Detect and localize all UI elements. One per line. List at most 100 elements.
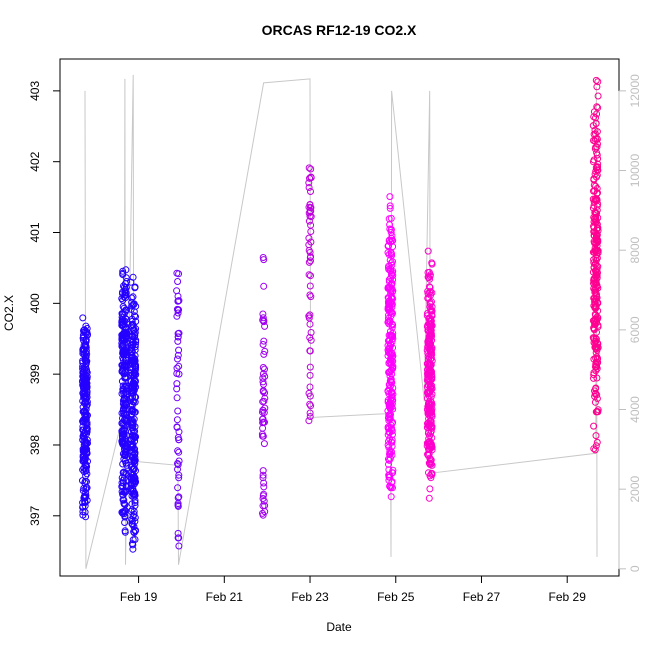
data-point — [175, 306, 182, 314]
data-point — [82, 405, 90, 413]
data-point — [130, 398, 138, 405]
data-point — [81, 429, 89, 437]
data-point — [174, 461, 182, 469]
data-point — [260, 479, 268, 487]
data-point — [386, 256, 394, 264]
data-point — [385, 456, 393, 464]
data-point — [307, 257, 314, 265]
data-point — [83, 325, 91, 332]
data-point — [591, 187, 599, 195]
y-right-tick-label: 8000 — [628, 237, 642, 264]
data-point — [120, 320, 128, 328]
data-point — [121, 507, 129, 515]
data-point — [388, 436, 396, 444]
y-right-tick-label: 12000 — [628, 74, 642, 108]
data-point — [592, 135, 600, 143]
data-point — [423, 442, 431, 450]
x-tick-label: Feb 19 — [120, 590, 158, 604]
data-point — [594, 104, 602, 112]
data-point — [129, 536, 137, 544]
data-point — [129, 521, 137, 529]
data-point — [592, 295, 600, 303]
data-point — [79, 334, 87, 342]
data-point — [118, 295, 126, 303]
data-point — [79, 377, 86, 385]
data-point — [590, 339, 598, 347]
data-point — [384, 407, 392, 415]
data-point — [174, 278, 182, 285]
data-point — [128, 351, 136, 359]
y-axis-label: CO2.X — [2, 295, 16, 331]
data-point — [83, 357, 91, 365]
y-right-tick-label: 4000 — [628, 396, 642, 423]
data-point — [175, 436, 183, 444]
data-point — [132, 318, 140, 325]
y-left-tick-label: 401 — [28, 222, 42, 242]
data-point — [428, 375, 436, 383]
data-point — [594, 408, 602, 416]
data-point — [129, 427, 137, 435]
data-point — [386, 204, 394, 212]
data-point — [428, 260, 436, 268]
series-rf19 — [589, 76, 602, 454]
data-point — [81, 498, 89, 505]
data-point — [594, 92, 602, 100]
data-point — [425, 494, 433, 502]
y-right-tick-label: 2000 — [628, 475, 642, 502]
data-point — [427, 420, 435, 428]
y-left-tick-label: 400 — [28, 293, 42, 313]
data-point — [118, 336, 126, 344]
data-point — [128, 506, 136, 514]
data-point — [306, 208, 314, 216]
data-point — [82, 419, 90, 426]
data-point — [120, 499, 128, 507]
data-point — [306, 334, 314, 341]
data-point — [130, 528, 138, 536]
data-point — [593, 395, 601, 402]
data-point — [387, 341, 395, 349]
data-point — [132, 302, 140, 310]
data-point — [79, 432, 87, 440]
data-point — [427, 355, 435, 363]
data-point — [174, 447, 182, 455]
data-point — [82, 364, 90, 372]
data-point — [427, 409, 435, 417]
data-point — [129, 338, 137, 346]
data-point — [590, 156, 598, 164]
data-point — [261, 508, 269, 516]
y-left-tick-label: 398 — [28, 435, 42, 455]
data-point — [127, 389, 135, 397]
data-point — [173, 364, 181, 372]
data-point — [590, 232, 598, 240]
data-point — [426, 485, 434, 493]
data-point — [305, 389, 313, 397]
data-point — [175, 362, 183, 370]
data-point — [593, 103, 601, 111]
data-point — [594, 163, 601, 171]
data-point — [82, 489, 90, 496]
data-point — [386, 483, 394, 491]
data-point — [82, 379, 90, 387]
data-point — [131, 489, 139, 497]
data-point — [385, 337, 393, 345]
data-point — [306, 400, 314, 408]
data-point — [127, 508, 135, 515]
data-point — [385, 297, 393, 305]
data-point — [119, 426, 127, 434]
data-point — [122, 284, 130, 291]
data-point — [261, 404, 269, 412]
data-point — [259, 406, 267, 414]
x-tick-label: Feb 21 — [206, 590, 244, 604]
data-point — [261, 373, 269, 380]
data-point — [175, 542, 183, 550]
data-point — [590, 422, 598, 430]
data-point — [427, 427, 435, 435]
data-point — [385, 466, 393, 474]
data-point — [386, 385, 393, 393]
data-point — [424, 451, 432, 459]
data-point — [173, 380, 181, 388]
data-point — [260, 483, 268, 491]
data-point — [82, 460, 90, 468]
data-point — [306, 347, 314, 355]
x-tick-label: Feb 25 — [377, 590, 415, 604]
